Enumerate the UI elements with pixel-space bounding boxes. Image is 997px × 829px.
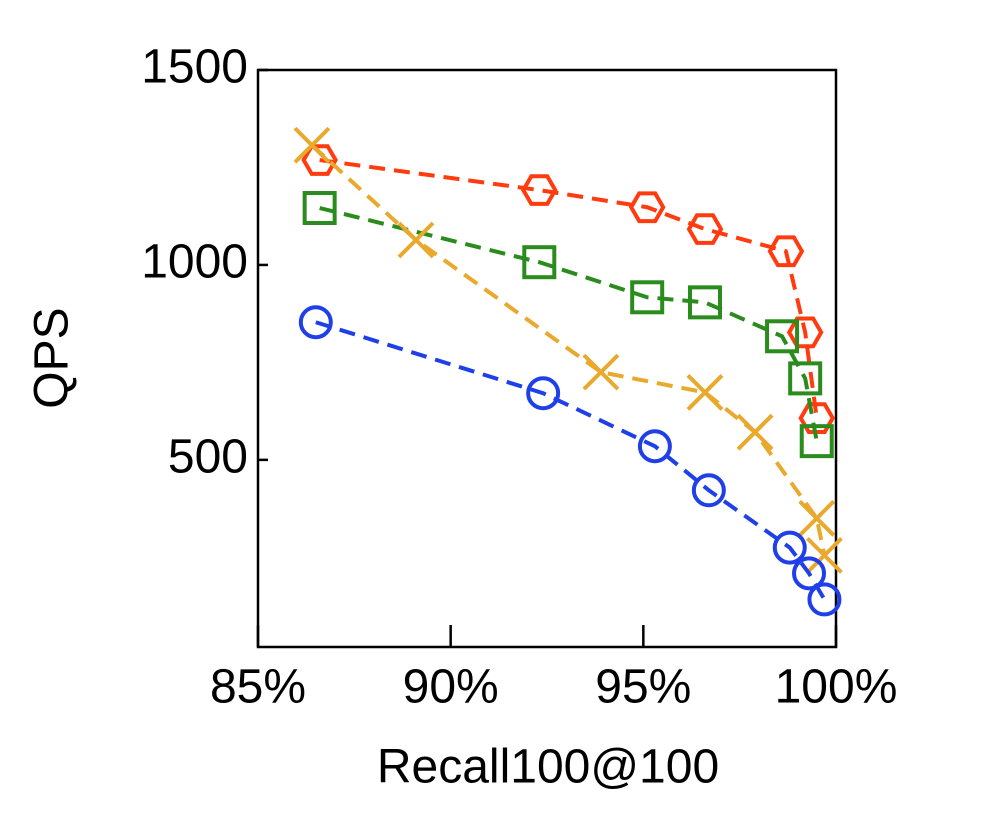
x-tick-label: 90% — [403, 661, 499, 714]
series-line — [319, 158, 819, 419]
marker — [786, 316, 824, 349]
marker — [302, 191, 337, 226]
marker — [293, 126, 331, 164]
marker — [298, 305, 333, 340]
y-tick-label: 500 — [168, 431, 248, 484]
x-tick-label: 85% — [210, 661, 306, 714]
y-tick-label: 1000 — [141, 236, 248, 289]
marker — [799, 424, 834, 459]
marker — [686, 213, 724, 245]
series-line — [315, 320, 827, 601]
marker — [806, 536, 843, 574]
marker — [582, 353, 620, 391]
marker — [736, 413, 774, 451]
marker — [807, 582, 842, 617]
marker — [788, 361, 823, 396]
marker — [772, 530, 807, 565]
marker — [630, 280, 665, 315]
marker — [397, 221, 435, 259]
marker — [765, 319, 800, 354]
x-axis-label: Recall100@100 — [377, 741, 719, 794]
series-line — [319, 206, 819, 442]
marker — [686, 374, 724, 411]
y-tick-label: 1500 — [141, 41, 248, 94]
marker — [767, 235, 805, 268]
marker — [792, 556, 827, 591]
marker — [628, 191, 666, 224]
marker — [520, 174, 558, 206]
y-axis-label: QPS — [26, 307, 79, 408]
plot-frame — [256, 68, 838, 649]
marker — [526, 376, 561, 411]
marker — [691, 473, 726, 508]
marker — [798, 402, 836, 435]
marker — [637, 429, 672, 464]
marker — [301, 144, 338, 176]
marker — [522, 245, 557, 280]
marker — [798, 499, 836, 537]
x-tick-label: 95% — [595, 661, 691, 714]
x-tick-label: 100% — [775, 661, 898, 714]
marker — [687, 285, 722, 320]
series-line — [310, 143, 827, 556]
